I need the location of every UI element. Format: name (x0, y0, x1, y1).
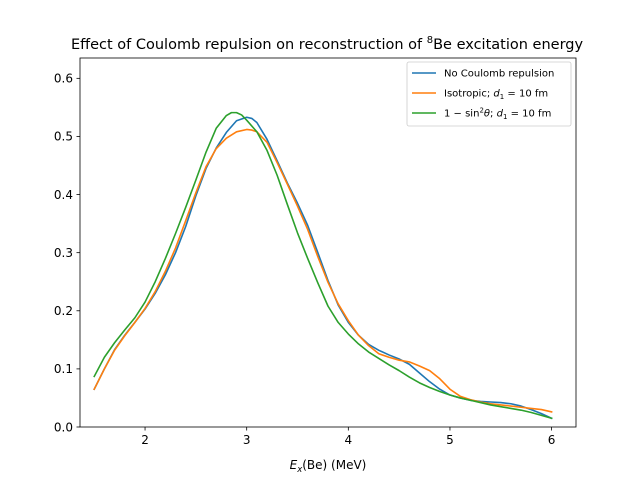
legend-label-1: No Coulomb repulsion (444, 69, 554, 80)
legend-box (406, 61, 572, 127)
x-axis-label-variable: E (290, 458, 298, 472)
x-axis-ticks: 2 3 4 5 6 (141, 427, 555, 447)
legend-label-part: = 10 fm (504, 89, 548, 100)
y-tick-label: 0.1 (54, 362, 73, 376)
y-axis-ticks: 0.0 0.1 0.2 0.3 0.4 0.5 0.6 (54, 72, 80, 434)
legend-label-part: d (497, 109, 504, 120)
x-tick-label: 3 (243, 433, 251, 447)
y-tick-label: 0.5 (54, 130, 73, 144)
legend-label-part: θ (484, 109, 490, 120)
plot-area (93, 111, 553, 420)
axes-frame (79, 57, 577, 428)
y-tick-label: 0.0 (54, 420, 73, 434)
chart-title-main: Effect of Coulomb repulsion on reconstru… (71, 37, 427, 53)
y-tick-label: 0.2 (54, 304, 73, 318)
x-tick-label: 2 (141, 433, 149, 447)
series-line-3 (93, 111, 553, 420)
legend-label-2: Isotropic; d1 = 10 fm (444, 89, 548, 102)
x-axis-label-subscript: x (296, 465, 303, 475)
x-axis-label: Ex(Be) (MeV) (290, 458, 367, 475)
legend-label-part: 2 (479, 107, 483, 115)
chart-title-superscript: 8 (427, 35, 433, 46)
legend-label-part: Isotropic; (444, 89, 493, 100)
legend-label-part: 1 (503, 113, 507, 121)
legend-label-part: ; (490, 109, 497, 120)
legend-label-part: No Coulomb repulsion (444, 69, 554, 80)
y-tick-label: 0.6 (54, 72, 73, 86)
y-tick-label: 0.3 (54, 246, 73, 260)
legend-label-part: 1 (500, 93, 504, 101)
y-tick-label: 0.4 (54, 188, 73, 202)
chart-title: Effect of Coulomb repulsion on reconstru… (71, 35, 584, 53)
x-tick-label: 4 (345, 433, 353, 447)
legend-label-part: = 10 fm (507, 109, 551, 120)
legend-label-part: 1 − sin (444, 109, 479, 120)
chart-title-tail: Be excitation energy (433, 37, 583, 53)
series-layer (93, 111, 553, 420)
x-axis-label-tail: (Be) (MeV) (302, 458, 366, 472)
legend-label-part: d (493, 89, 500, 100)
x-tick-label: 6 (548, 433, 556, 447)
x-tick-label: 5 (446, 433, 454, 447)
legend-label-3: 1 − sin2θ; d1 = 10 fm (444, 107, 551, 122)
